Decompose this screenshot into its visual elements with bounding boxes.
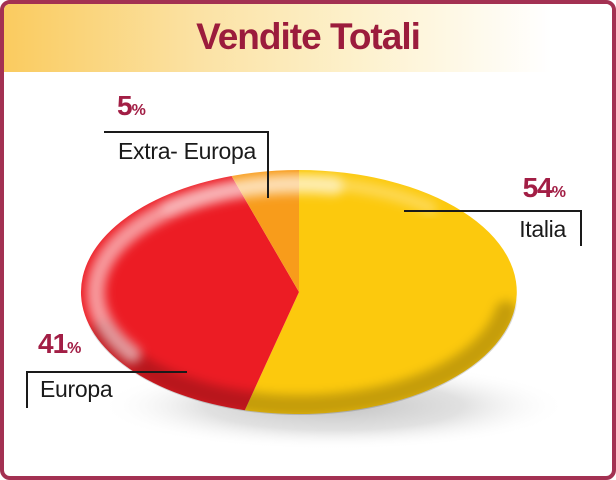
pie-bottom-shade (91, 301, 517, 415)
pie-slice-extra-europa (231, 170, 299, 292)
slice-label-extra-europa: Extra- Europa (118, 138, 256, 164)
callout-line-extra-europa-v (267, 131, 269, 198)
pct-value: 54 (522, 172, 553, 203)
pie-top-rim-highlight (161, 176, 437, 214)
callout-line-italia-h (404, 210, 582, 212)
percent-sign: % (131, 102, 146, 119)
callout-line-europa-v (26, 371, 28, 408)
title-band: Vendite Totali (4, 4, 612, 72)
pct-value: 5 (117, 90, 133, 121)
slice-label-italia: Italia (519, 216, 566, 242)
callout-line-extra-europa-h (104, 131, 269, 133)
pct-value: 41 (38, 328, 68, 359)
callout-line-italia-v (580, 210, 582, 246)
slice-label-europa: Europa (40, 376, 113, 402)
pct-label-extra-europa: 5% (117, 90, 146, 122)
percent-sign: % (67, 340, 82, 357)
callout-line-europa-h (26, 371, 187, 373)
pct-label-italia: 54% (474, 172, 566, 204)
chart-title: Vendite Totali (196, 16, 421, 57)
pie-slice-italia (244, 170, 517, 414)
pct-label-europa: 41% (38, 328, 81, 360)
percent-sign: % (551, 184, 566, 201)
pie-plot: 5% 54% 41% Extra- Europa Italia Europa (4, 4, 612, 476)
pie-3d-svg (80, 170, 569, 450)
